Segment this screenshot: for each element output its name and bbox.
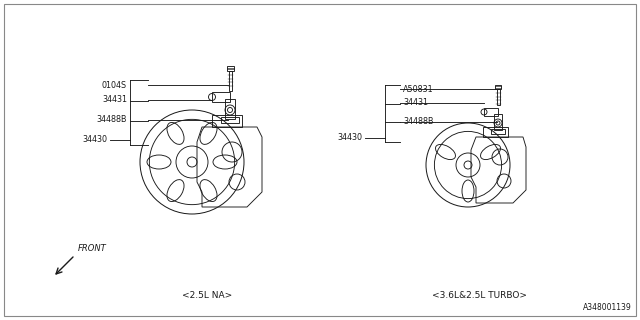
Text: A50831: A50831 bbox=[403, 84, 434, 93]
Text: 34431: 34431 bbox=[102, 95, 127, 104]
Text: 34431: 34431 bbox=[403, 98, 428, 107]
Text: 34488B: 34488B bbox=[403, 117, 433, 126]
Text: A348001139: A348001139 bbox=[583, 303, 632, 312]
Bar bbox=[228, 71, 232, 91]
Text: 34430: 34430 bbox=[82, 135, 107, 145]
Text: 0104S: 0104S bbox=[102, 81, 127, 90]
Bar bbox=[497, 89, 499, 105]
Text: <2.5L NA>: <2.5L NA> bbox=[182, 291, 232, 300]
Text: 34488B: 34488B bbox=[97, 115, 127, 124]
Text: FRONT: FRONT bbox=[78, 244, 107, 253]
Text: <3.6L&2.5L TURBO>: <3.6L&2.5L TURBO> bbox=[433, 291, 527, 300]
Text: 34430: 34430 bbox=[337, 133, 362, 142]
